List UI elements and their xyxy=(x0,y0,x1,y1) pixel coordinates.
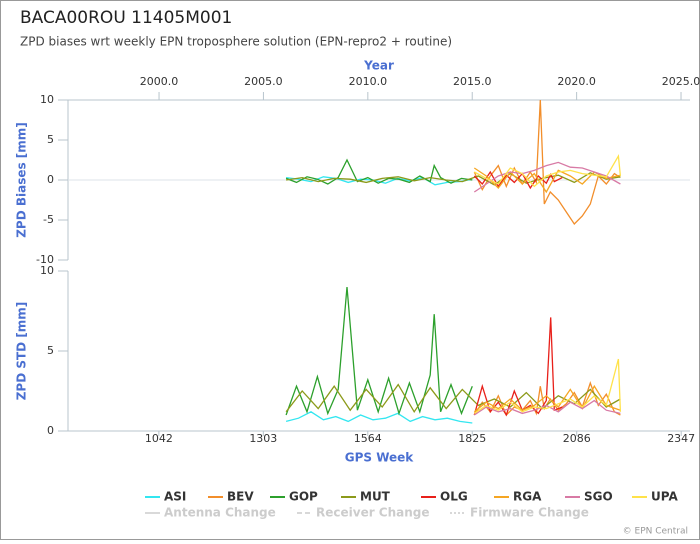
legend-label: MUT xyxy=(360,490,391,504)
x-tick-label: 2347 xyxy=(667,432,695,445)
legend-label: BEV xyxy=(227,490,254,504)
x2-tick-label: 2005.0 xyxy=(244,75,283,88)
legend-label: RGA xyxy=(513,490,542,504)
x-tick-label: 2086 xyxy=(563,432,591,445)
y-tick-label: -5 xyxy=(43,213,54,226)
x-tick-label: 1042 xyxy=(145,432,173,445)
y-tick-label: 10 xyxy=(40,264,54,277)
series-line xyxy=(473,399,621,416)
y-tick-label: 5 xyxy=(47,133,54,146)
series-line xyxy=(473,358,622,414)
x-axis-label: GPS Week xyxy=(345,451,415,465)
y-axis-label: ZPD Biases [mm] xyxy=(15,122,29,238)
x-tick-label: 1303 xyxy=(249,432,277,445)
y-tick-label: 10 xyxy=(40,93,54,106)
x-tick-label: 1564 xyxy=(354,432,382,445)
y-tick-label: 0 xyxy=(47,173,54,186)
credit: © EPN Central xyxy=(623,527,688,537)
y-tick-label: -10 xyxy=(36,253,54,266)
y-axis-label: ZPD STD [mm] xyxy=(15,302,29,401)
x2-tick-label: 2025.0 xyxy=(662,75,700,88)
chart-title: BACA00ROU 11405M001 xyxy=(20,8,232,28)
series-line xyxy=(285,158,473,185)
x2-tick-label: 2020.0 xyxy=(557,75,596,88)
series-line xyxy=(473,153,622,188)
y-tick-label: 0 xyxy=(47,424,54,437)
legend-label: OLG xyxy=(440,490,468,504)
legend-label: ASI xyxy=(164,490,186,504)
x2-axis-label: Year xyxy=(363,59,394,73)
series-line xyxy=(473,99,621,226)
x-tick-label: 1825 xyxy=(458,432,486,445)
legend-label: SGO xyxy=(584,490,613,504)
y-tick-label: 5 xyxy=(47,344,54,357)
legend-label: UPA xyxy=(651,490,678,504)
x2-tick-label: 2015.0 xyxy=(453,75,492,88)
series-line xyxy=(286,172,621,186)
chart-subtitle: ZPD biases wrt weekly EPN troposphere so… xyxy=(20,35,452,49)
series-line xyxy=(473,161,621,193)
series-line xyxy=(285,411,473,424)
series-line xyxy=(473,384,621,413)
series-line xyxy=(285,383,621,414)
legend-label: GOP xyxy=(289,490,318,504)
legend-label: Firmware Change xyxy=(470,506,589,520)
x2-tick-label: 2000.0 xyxy=(140,75,179,88)
legend-label: Antenna Change xyxy=(164,506,276,520)
x2-tick-label: 2010.0 xyxy=(349,75,388,88)
legend-label: Receiver Change xyxy=(316,506,430,520)
series-line xyxy=(285,286,473,416)
